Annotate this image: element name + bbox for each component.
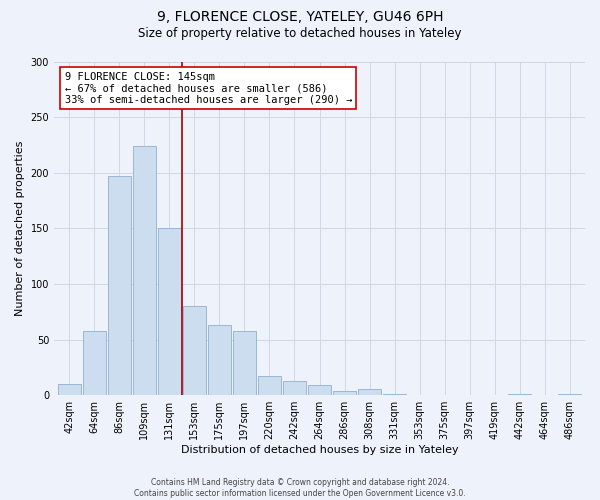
Bar: [58, 384, 80, 395]
Bar: [208, 325, 231, 395]
Bar: [258, 376, 281, 395]
Bar: [233, 330, 256, 395]
Bar: [133, 146, 156, 395]
Bar: [107, 176, 131, 395]
X-axis label: Distribution of detached houses by size in Yateley: Distribution of detached houses by size …: [181, 445, 458, 455]
Bar: [83, 330, 106, 395]
Bar: [383, 394, 406, 395]
Bar: [559, 394, 581, 395]
Text: Contains HM Land Registry data © Crown copyright and database right 2024.
Contai: Contains HM Land Registry data © Crown c…: [134, 478, 466, 498]
Bar: [158, 228, 181, 395]
Bar: [183, 306, 206, 395]
Bar: [333, 391, 356, 395]
Bar: [308, 385, 331, 395]
Bar: [358, 388, 381, 395]
Text: 9, FLORENCE CLOSE, YATELEY, GU46 6PH: 9, FLORENCE CLOSE, YATELEY, GU46 6PH: [157, 10, 443, 24]
Y-axis label: Number of detached properties: Number of detached properties: [15, 140, 25, 316]
Text: 9 FLORENCE CLOSE: 145sqm
← 67% of detached houses are smaller (586)
33% of semi-: 9 FLORENCE CLOSE: 145sqm ← 67% of detach…: [65, 72, 352, 104]
Bar: [283, 380, 306, 395]
Bar: [508, 394, 532, 395]
Text: Size of property relative to detached houses in Yateley: Size of property relative to detached ho…: [138, 28, 462, 40]
